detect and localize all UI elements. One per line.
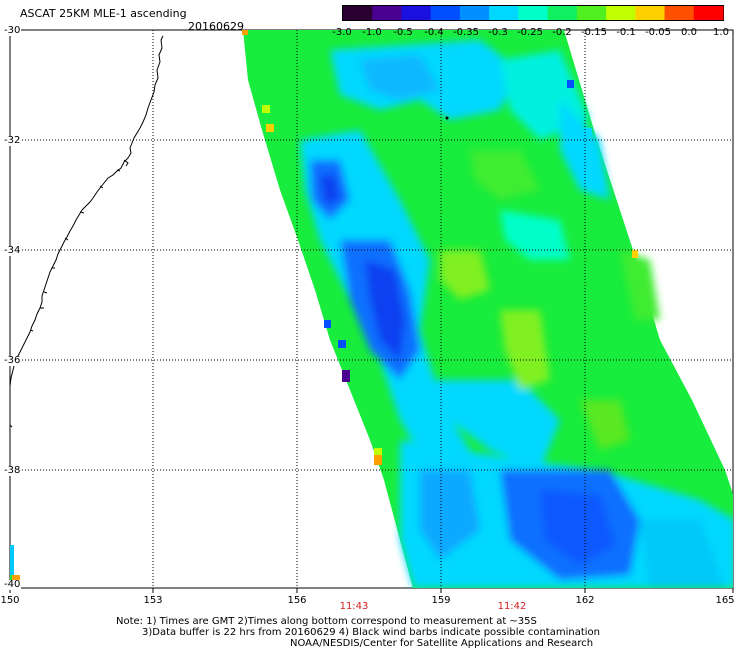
cb-label: -0.2 — [552, 27, 572, 38]
cb-label: -0.05 — [645, 27, 671, 38]
lon-label: 156 — [287, 595, 307, 606]
cb-label: -0.35 — [453, 27, 479, 38]
lon-label: 165 — [715, 595, 735, 606]
colorbar-swatch — [664, 6, 695, 20]
note-line-1: Note: 1) Times are GMT 2)Times along bot… — [116, 616, 537, 627]
lat-label: -38 — [3, 465, 22, 476]
axis-ticks — [9, 588, 734, 593]
swath-field — [300, 40, 733, 588]
cb-label: -0.25 — [517, 27, 543, 38]
lon-label: 150 — [0, 595, 20, 606]
note-line-3: NOAA/NESDIS/Center for Satellite Applica… — [290, 638, 594, 649]
cb-label: 1.0 — [713, 27, 729, 38]
note-line-2: 3)Data buffer is 22 hrs from 20160629 4)… — [142, 627, 600, 638]
colorbar-swatch — [430, 6, 461, 20]
colorbar — [342, 5, 724, 21]
lat-label: -30 — [3, 25, 22, 36]
cb-label: 0.0 — [681, 27, 697, 38]
lat-label: -36 — [3, 355, 22, 366]
colorbar-swatch — [401, 6, 432, 20]
cb-label: -0.3 — [488, 27, 508, 38]
cb-label: -0.4 — [424, 27, 444, 38]
lon-label: 162 — [575, 595, 595, 606]
time-label: 11:42 — [497, 601, 527, 612]
colorbar-swatch — [489, 6, 519, 20]
cb-label: -0.15 — [581, 27, 607, 38]
colorbar-swatch — [372, 6, 402, 20]
cb-label: -1.0 — [362, 27, 382, 38]
time-label: 11:43 — [339, 601, 369, 612]
plot-title: ASCAT 25KM MLE-1 ascending — [20, 7, 187, 20]
lat-label: -32 — [3, 135, 22, 146]
colorbar-labels: -3.0 -1.0 -0.5 -0.4 -0.35 -0.3 -0.25 -0.… — [332, 27, 733, 39]
cb-label: -0.5 — [393, 27, 413, 38]
grid-lines — [10, 30, 733, 588]
colorbar-swatch — [635, 6, 666, 20]
island-marker — [445, 116, 449, 120]
colorbar-swatch — [547, 6, 578, 20]
cb-label: -3.0 — [332, 27, 352, 38]
colorbar-swatch — [343, 6, 373, 20]
cb-label: -0.1 — [616, 27, 636, 38]
colorbar-swatch — [693, 6, 724, 20]
lat-label: -40 — [3, 579, 22, 590]
colorbar-swatch — [606, 6, 636, 20]
colorbar-swatch — [518, 6, 549, 20]
colorbar-swatch — [576, 6, 607, 20]
swath-edge-pixels — [242, 30, 638, 465]
lon-label: 159 — [431, 595, 451, 606]
lon-label: 153 — [143, 595, 163, 606]
colorbar-swatch — [459, 6, 490, 20]
lat-label: -34 — [3, 245, 22, 256]
